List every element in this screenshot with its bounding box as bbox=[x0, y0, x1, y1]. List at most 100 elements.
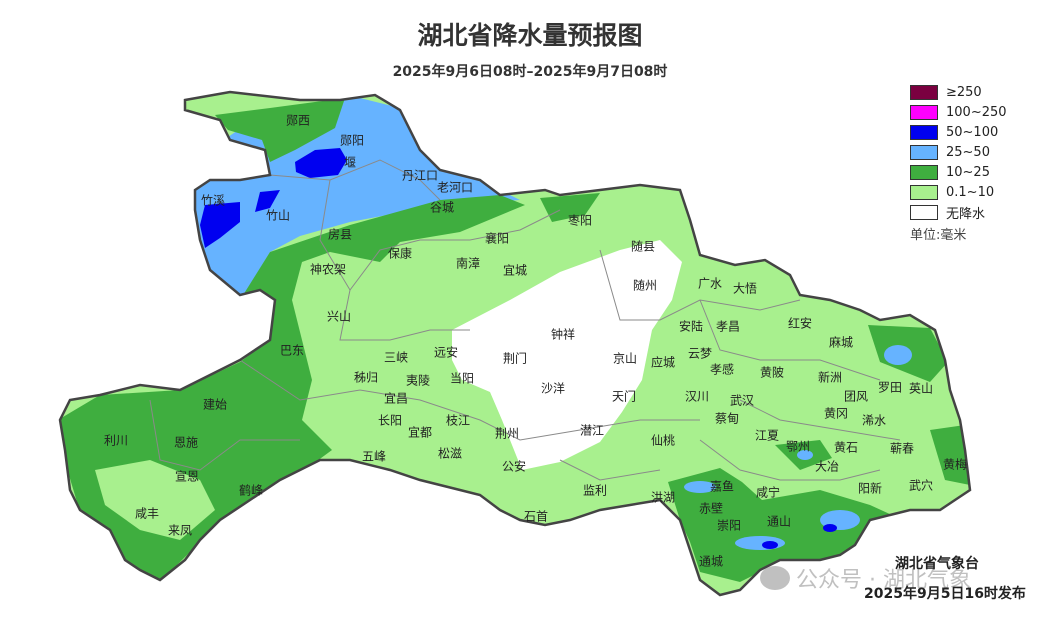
place-label: 竹山 bbox=[265, 208, 291, 223]
place-label: 钟祥 bbox=[550, 327, 576, 342]
place-label: 襄阳 bbox=[484, 231, 510, 246]
place-label: 兴山 bbox=[326, 309, 352, 324]
legend-label: 无降水 bbox=[946, 206, 986, 222]
place-label: 仙桃 bbox=[650, 433, 676, 448]
legend-label: 25~50 bbox=[946, 144, 990, 160]
place-label: 武汉 bbox=[729, 393, 755, 408]
watermark-text: 公众号 · 湖北气象 bbox=[796, 568, 971, 593]
legend-item: 100~250 bbox=[910, 102, 1007, 122]
place-label: 孝感 bbox=[709, 362, 735, 377]
place-label: 大悟 bbox=[732, 281, 758, 296]
place-label: 孝昌 bbox=[715, 319, 741, 334]
place-label: 宜都 bbox=[407, 425, 433, 440]
place-label: 洪湖 bbox=[650, 490, 676, 505]
place-label: 石首 bbox=[523, 509, 549, 524]
place-label: 三峡 bbox=[383, 350, 409, 365]
place-label: 秭归 bbox=[353, 370, 379, 385]
legend-label: 0.1~10 bbox=[946, 184, 995, 200]
rain-25-50-patch-ezhou bbox=[797, 450, 813, 460]
place-label: 浠水 bbox=[861, 413, 887, 428]
legend: ≥250 100~250 50~100 25~50 10~25 0.1~10 无降水 单位:… bbox=[910, 82, 1007, 243]
place-label: 天门 bbox=[611, 389, 637, 404]
rain-25-50-area-northwest bbox=[180, 98, 520, 300]
place-label: 神农架 bbox=[309, 262, 347, 277]
place-label: 通城 bbox=[698, 554, 724, 569]
rain-10-25-area-huangmei bbox=[930, 425, 970, 485]
place-label: 当阳 bbox=[449, 371, 475, 386]
legend-label: 50~100 bbox=[946, 124, 999, 140]
rain-50-100-patch-zhuxi bbox=[200, 202, 240, 248]
place-label: 保康 bbox=[387, 246, 413, 261]
publisher: 湖北省气象台 bbox=[895, 556, 979, 572]
place-label: 恩施 bbox=[173, 435, 199, 450]
place-label: 宜城 bbox=[502, 263, 528, 278]
place-label: 鄂州 bbox=[785, 439, 811, 454]
place-label: 蔡甸 bbox=[714, 411, 740, 426]
place-label: 南漳 bbox=[455, 256, 481, 271]
legend-unit: 单位:毫米 bbox=[910, 228, 967, 243]
place-label: 咸丰 bbox=[134, 506, 160, 521]
place-label: 堰 bbox=[343, 155, 357, 170]
place-label: 谷城 bbox=[429, 200, 455, 215]
place-label: 丹江口 bbox=[401, 168, 439, 183]
rain-50-100-patch-chongyang bbox=[762, 541, 778, 549]
place-label: 远安 bbox=[433, 345, 459, 360]
place-label: 鹤峰 bbox=[238, 483, 264, 498]
legend-swatch bbox=[910, 104, 938, 120]
rain-25-50-patch-honghu bbox=[684, 481, 716, 493]
legend-item: 25~50 bbox=[910, 142, 1007, 162]
place-label: 罗田 bbox=[877, 380, 903, 395]
place-label: 蕲春 bbox=[889, 441, 915, 456]
place-label: 广水 bbox=[697, 276, 723, 291]
legend-swatch bbox=[910, 84, 938, 100]
legend-item: ≥250 bbox=[910, 82, 1007, 102]
place-label: 荆门 bbox=[502, 351, 528, 366]
place-label: 黄冈 bbox=[823, 406, 849, 421]
place-label: 巴东 bbox=[279, 343, 305, 358]
place-label: 房县 bbox=[327, 227, 353, 242]
place-label: 公安 bbox=[501, 459, 527, 474]
rain-50-100-patch-yunyang bbox=[295, 148, 347, 178]
place-label: 随州 bbox=[632, 278, 658, 293]
place-label: 江夏 bbox=[754, 428, 780, 443]
wechat-icon bbox=[760, 566, 790, 590]
county-boundaries bbox=[149, 159, 901, 481]
legend-item: 0.1~10 bbox=[910, 182, 1007, 202]
place-label: 红安 bbox=[787, 316, 813, 331]
place-label: 应城 bbox=[650, 355, 676, 370]
place-label: 咸宁 bbox=[755, 485, 781, 500]
rain-10-25-area-southeast bbox=[668, 468, 892, 582]
place-label: 长阳 bbox=[377, 413, 403, 428]
place-label: 来凤 bbox=[167, 523, 193, 538]
legend-swatch bbox=[910, 144, 938, 160]
legend-label: 100~250 bbox=[946, 104, 1007, 120]
rain-25-50-patch-chongyang bbox=[735, 536, 785, 550]
place-label: 云梦 bbox=[687, 346, 713, 361]
rain-10-25-area-yunxi bbox=[215, 98, 345, 162]
legend-label: 10~25 bbox=[946, 164, 990, 180]
legend-item: 无降水 bbox=[910, 202, 1007, 222]
legend-swatch bbox=[910, 184, 938, 200]
place-label: 荆州 bbox=[494, 426, 520, 441]
place-label: 武穴 bbox=[908, 478, 934, 493]
place-label: 黄梅 bbox=[942, 457, 968, 472]
place-label: 沙洋 bbox=[540, 381, 566, 396]
rain-10-25-area-zaoyang bbox=[540, 193, 600, 222]
place-label: 赤壁 bbox=[698, 501, 724, 516]
place-label: 监利 bbox=[582, 483, 608, 498]
place-label: 老河口 bbox=[436, 180, 474, 195]
place-label: 崇阳 bbox=[716, 518, 742, 533]
place-label: 嘉鱼 bbox=[709, 479, 735, 494]
place-label: 团风 bbox=[843, 389, 869, 404]
rain-0.1-10-patch-enshi bbox=[95, 460, 215, 540]
rain-50-100-patch-tongshan bbox=[823, 524, 837, 532]
legend-item: 10~25 bbox=[910, 162, 1007, 182]
place-label: 枝江 bbox=[445, 413, 471, 428]
rain-50-100-patch-zhushan bbox=[255, 190, 280, 212]
place-label: 英山 bbox=[908, 381, 934, 396]
place-label: 阳新 bbox=[857, 481, 883, 496]
place-label: 郧阳 bbox=[339, 133, 365, 148]
place-label: 枣阳 bbox=[567, 213, 593, 228]
place-label: 随县 bbox=[630, 239, 656, 254]
